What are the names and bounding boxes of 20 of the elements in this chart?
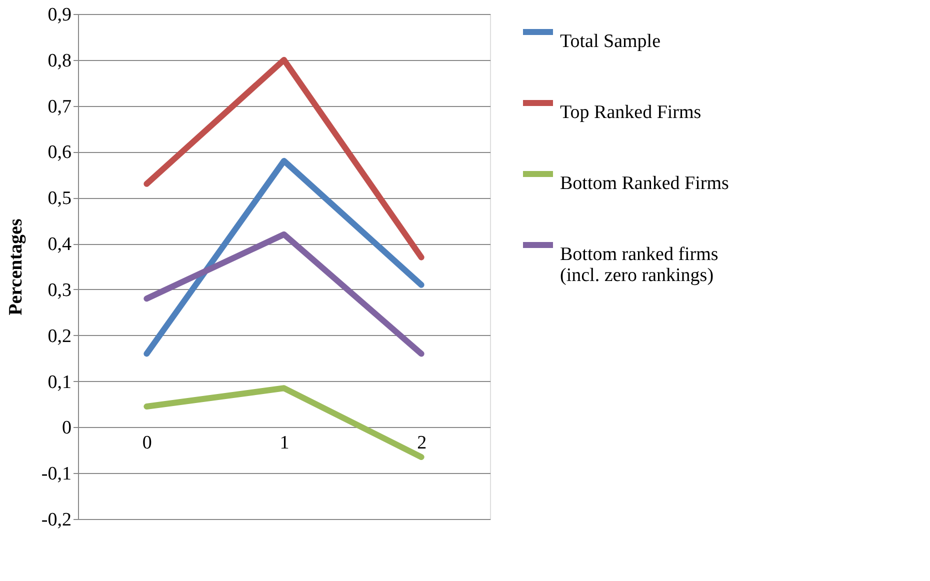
legend-label: Total Sample xyxy=(560,31,661,52)
legend-label: Bottom ranked firms (incl. zero rankings) xyxy=(560,244,718,286)
y-tick-label: 0,4 xyxy=(48,234,72,256)
y-tick-label: 0 xyxy=(62,418,72,439)
y-axis-title: Percentages xyxy=(5,218,26,316)
x-tick-label: 2 xyxy=(417,432,427,454)
y-tick-label: 0,5 xyxy=(48,188,72,210)
y-tick-label: -0,2 xyxy=(41,510,72,530)
y-tick-label: 0,6 xyxy=(48,142,72,164)
legend-label: Bottom Ranked Firms xyxy=(560,173,729,194)
y-tick-label: -0,1 xyxy=(41,464,72,485)
y-tick-label: 0,9 xyxy=(48,4,72,26)
y-tick-label: 0,3 xyxy=(48,280,72,301)
y-tick-label: 0,7 xyxy=(48,96,72,118)
x-tick-label: 0 xyxy=(142,432,152,454)
y-tick-label: 0,8 xyxy=(48,50,72,72)
y-tick-label: 0,2 xyxy=(48,326,72,347)
x-tick-label: 1 xyxy=(280,432,290,454)
y-tick-label: 0,1 xyxy=(48,372,72,393)
legend-label: Top Ranked Firms xyxy=(560,102,702,123)
